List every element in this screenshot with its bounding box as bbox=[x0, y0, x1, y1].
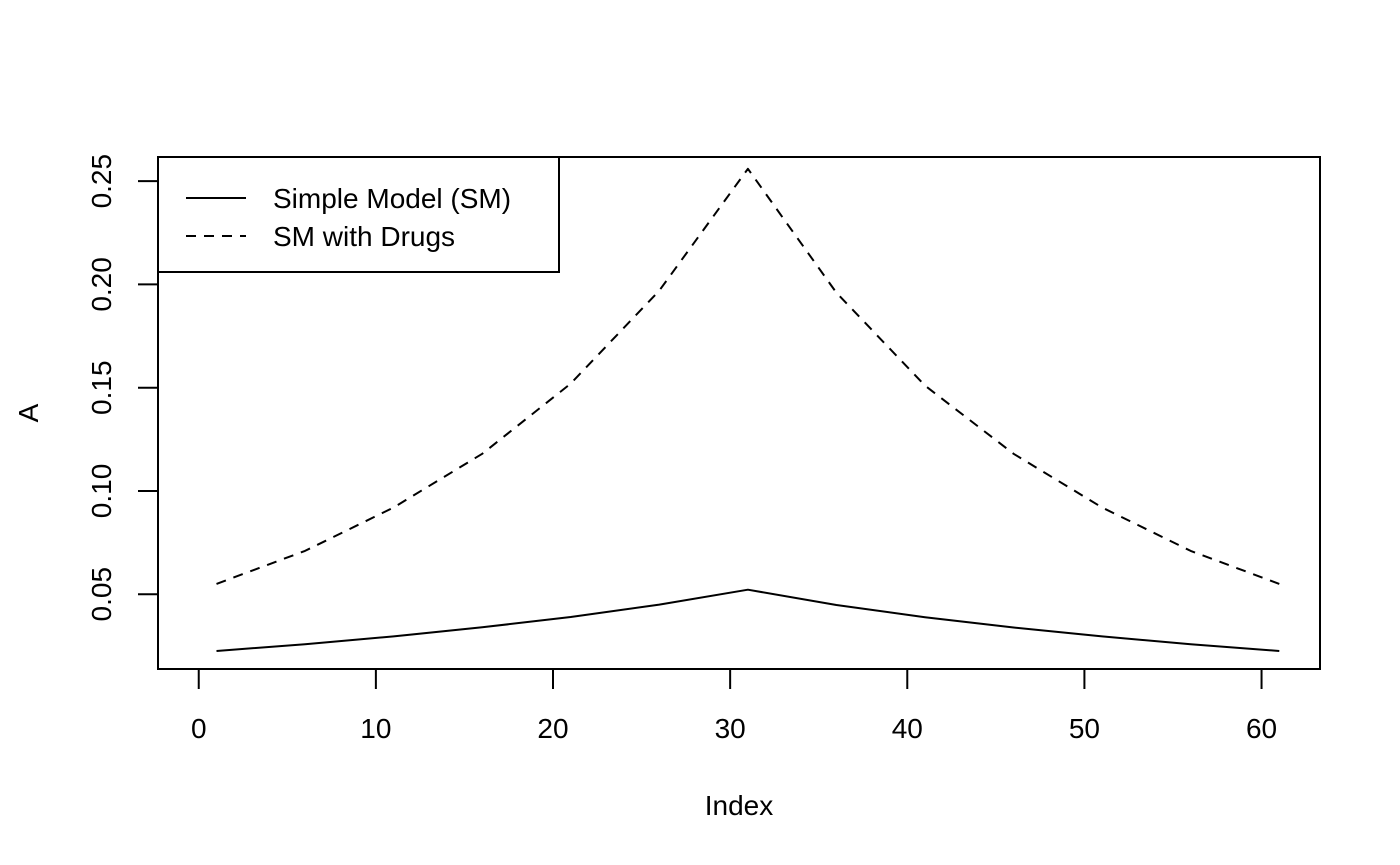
x-axis-label: Index bbox=[705, 790, 774, 821]
x-tick-label: 40 bbox=[892, 713, 923, 744]
legend: Simple Model (SM) SM with Drugs bbox=[157, 156, 560, 273]
y-tick-label: 0.05 bbox=[86, 567, 117, 622]
x-tick-label: 0 bbox=[191, 713, 207, 744]
x-tick-label: 20 bbox=[537, 713, 568, 744]
x-tick-label: 30 bbox=[715, 713, 746, 744]
y-tick-label: 0.25 bbox=[86, 154, 117, 209]
y-tick-label: 0.15 bbox=[86, 360, 117, 415]
y-axis: 0.05 0.10 0.15 0.20 0.25 bbox=[86, 154, 159, 622]
y-tick-label: 0.10 bbox=[86, 464, 117, 519]
legend-box bbox=[157, 156, 560, 273]
x-tick-label: 10 bbox=[360, 713, 391, 744]
x-tick-label: 50 bbox=[1069, 713, 1100, 744]
series-line-simple-model bbox=[216, 588, 1280, 652]
y-axis-label: A bbox=[13, 403, 44, 422]
x-axis: 0 10 20 30 40 50 60 bbox=[191, 668, 1277, 744]
series-layer bbox=[216, 167, 1280, 652]
y-tick-label: 0.20 bbox=[86, 257, 117, 312]
legend-label-simple-model: Simple Model (SM) bbox=[273, 183, 511, 214]
legend-label-sm-with-drugs: SM with Drugs bbox=[273, 221, 455, 252]
series-line-sm-with-drugs bbox=[216, 167, 1280, 585]
x-tick-label: 60 bbox=[1246, 713, 1277, 744]
